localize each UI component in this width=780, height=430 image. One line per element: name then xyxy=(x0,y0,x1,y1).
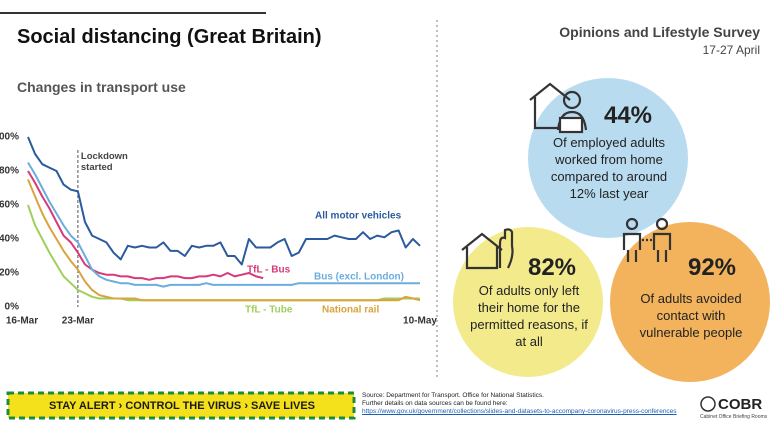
logo-name: COBR xyxy=(718,396,763,413)
wfh-icon xyxy=(529,82,588,134)
series-line xyxy=(27,161,420,288)
stat-text: Of employed adults worked from home comp… xyxy=(550,135,668,201)
series-line xyxy=(27,136,421,266)
x-tick-label: 23-Mar xyxy=(62,316,94,327)
source: Source: Department for Transport. Office… xyxy=(362,392,692,416)
stat-circle xyxy=(453,227,603,377)
series-label: Bus (excl. London) xyxy=(314,272,404,283)
stat-value: 92% xyxy=(687,254,737,281)
series-label: TfL - Tube xyxy=(245,305,293,316)
subtitle: Changes in transport use xyxy=(17,79,186,95)
banner-box xyxy=(6,391,356,420)
x-tick-label: 16-Mar xyxy=(6,316,38,327)
stat-value: 82% xyxy=(527,254,577,281)
y-tick-label: 80% xyxy=(0,166,19,177)
source-link[interactable]: https://www.gov.uk/government/collection… xyxy=(362,408,677,415)
y-tick-label: 0% xyxy=(5,302,20,313)
title: Social distancing (Great Britain) xyxy=(17,26,322,48)
stat-text: Of adults only left their home for the p… xyxy=(470,283,588,349)
series-line xyxy=(27,179,421,302)
survey-dates: 17-27 April xyxy=(702,43,760,57)
series-label: TfL - Bus xyxy=(247,265,291,276)
series-label: National rail xyxy=(322,305,379,316)
annotation: Lockdown started xyxy=(80,151,128,173)
y-tick-label: 20% xyxy=(0,268,19,279)
y-tick-label: 100% xyxy=(0,132,19,143)
x-tick-label: 10-May xyxy=(403,316,437,327)
stat-text: Of adults avoided contact with vulnerabl… xyxy=(639,291,743,340)
source-line: Further details on data sources can be f… xyxy=(362,400,508,407)
y-tick-label: 60% xyxy=(0,200,19,211)
distance-icon xyxy=(622,217,672,262)
crest xyxy=(700,396,716,412)
home-icon xyxy=(461,228,514,270)
series-line xyxy=(27,170,264,281)
stat-value: 44% xyxy=(603,102,653,129)
logo-caption: Cabinet Office Briefing Rooms xyxy=(700,414,768,420)
series-label: All motor vehicles xyxy=(315,211,402,222)
y-tick-label: 40% xyxy=(0,234,19,245)
stat-circle xyxy=(610,222,770,382)
banner: STAY ALERT › CONTROL THE VIRUS › SAVE LI… xyxy=(48,400,316,412)
survey-title: Opinions and Lifestyle Survey xyxy=(559,24,760,40)
source-line: Source: Department for Transport. Office… xyxy=(362,392,544,399)
